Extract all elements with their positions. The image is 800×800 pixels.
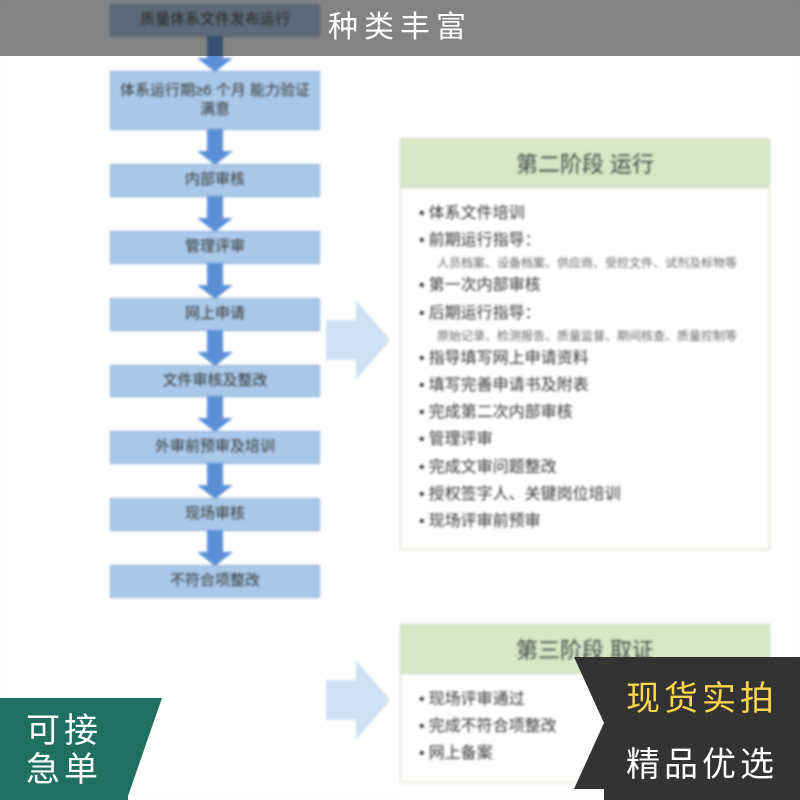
flow-box: 网上申请 <box>110 298 320 331</box>
phase-item: 完成文审问题整改 <box>419 454 751 481</box>
flow-box: 管理评审 <box>110 231 320 264</box>
phase-2-title: 第二阶段 运行 <box>401 139 769 188</box>
phase-item: 指导填写网上申请资料 <box>419 345 751 372</box>
badge-bl-line1: 可接 <box>26 712 102 751</box>
phase-item: 后期运行指导： <box>419 300 751 327</box>
badge-bottom-right-bottom: 精品优选 <box>604 723 800 800</box>
badge-bottom-left: 可接 急单 <box>0 698 128 800</box>
phase-item: 体系文件培训 <box>419 200 751 227</box>
flow-box: 不符合项整改 <box>110 565 320 598</box>
phase-item: 授权签字人、关键岗位培训 <box>419 481 751 508</box>
phase-item: 第一次内部审核 <box>419 272 751 299</box>
big-arrow-phase2 <box>326 300 386 380</box>
phase-item: 前期运行指导： <box>419 227 751 254</box>
flow-box: 外审前预审及培训 <box>110 431 320 464</box>
phase-item: 原始记录、检测报告、质量监督、期间核查、质量控制等 <box>419 327 751 345</box>
flow-box: 内部审核 <box>110 164 320 197</box>
phase-item: 现场评审前预审 <box>419 508 751 535</box>
phase-2-list: 体系文件培训前期运行指导：人员档案、设备档案、供应商、受控文件、试剂及标物等第一… <box>419 200 751 535</box>
phase-item: 人员档案、设备档案、供应商、受控文件、试剂及标物等 <box>419 254 751 272</box>
flow-box: 现场审核 <box>110 498 320 531</box>
big-arrow-phase3 <box>326 660 386 740</box>
phase-item: 完成第二次内部审核 <box>419 399 751 426</box>
top-banner: 种类丰富 <box>0 0 800 56</box>
badge-bl-line2: 急单 <box>26 751 102 790</box>
phase-2-box: 第二阶段 运行 体系文件培训前期运行指导：人员档案、设备档案、供应商、受控文件、… <box>400 138 770 550</box>
flow-box: 文件审核及整改 <box>110 365 320 398</box>
flow-column: 质量体系文件发布运行体系运行期≥6 个月 能力验证满意内部审核管理评审网上申请文… <box>110 0 320 598</box>
phase-item: 填写完善申请书及附表 <box>419 372 751 399</box>
phase-item: 管理评审 <box>419 426 751 453</box>
flow-box: 体系运行期≥6 个月 能力验证满意 <box>110 71 320 131</box>
